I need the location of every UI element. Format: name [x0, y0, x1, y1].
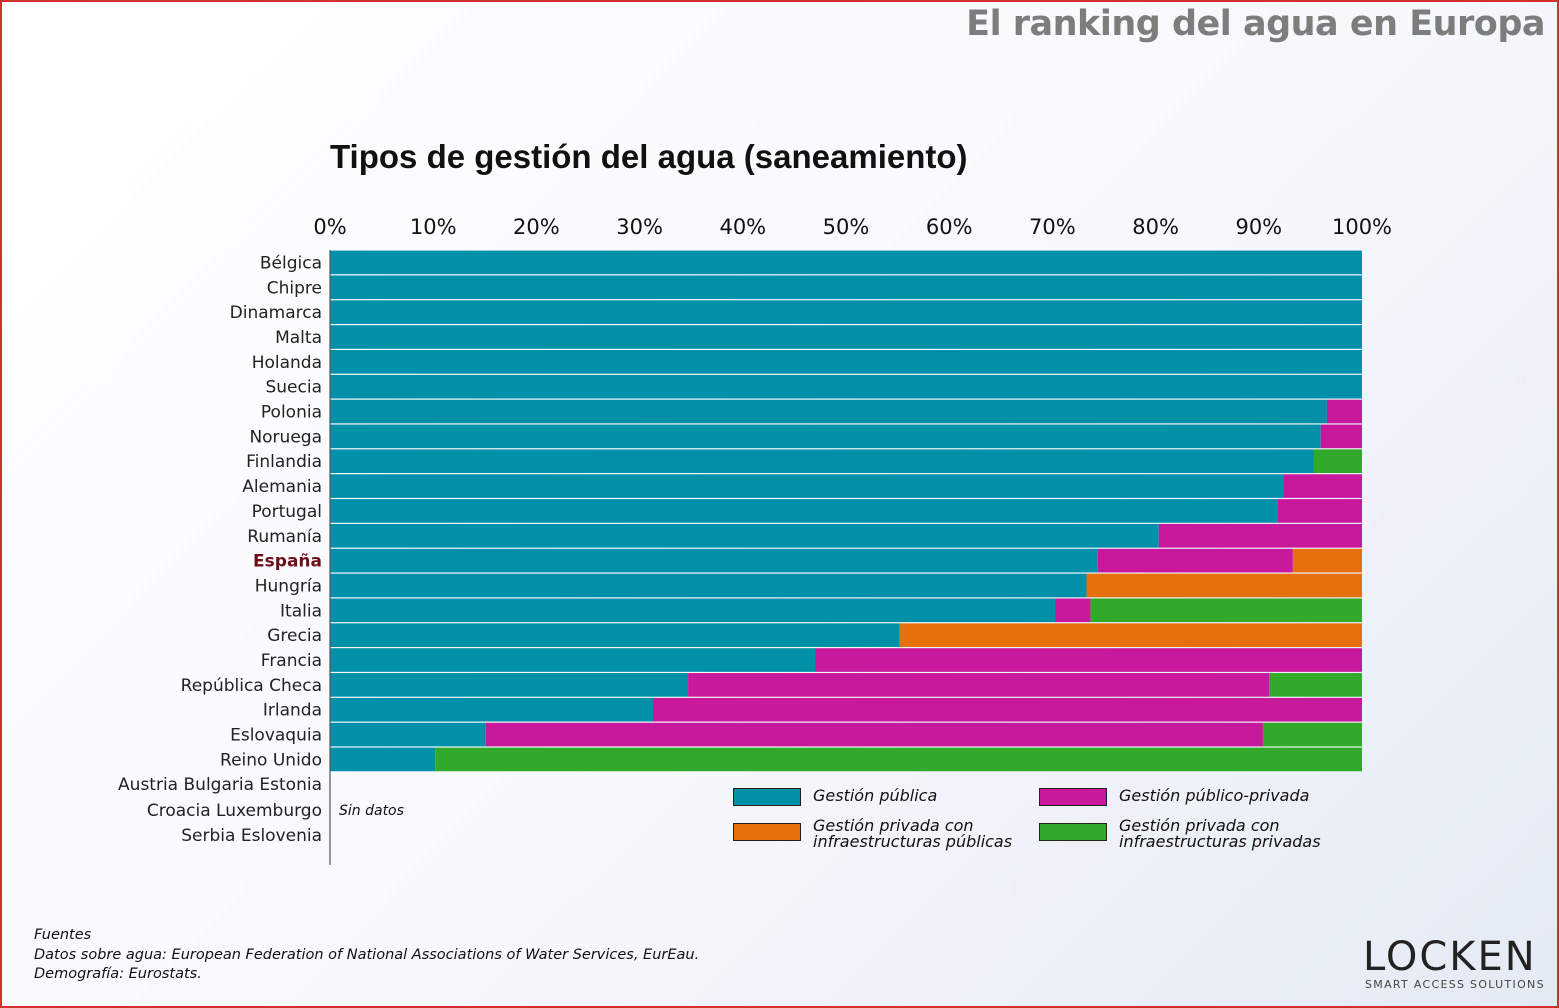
bar-republica-checa-series-0: [330, 673, 689, 697]
category-label-reino-unido: Reino Unido: [220, 750, 322, 770]
no-data-label: Sin datos: [339, 803, 404, 819]
legend-label-privada-infra-privadas: Gestión privada con infraestructuras pri…: [1119, 816, 1321, 851]
bar-chipre-series-0: [330, 275, 1362, 300]
legend-swatch-publico-privada: [1039, 788, 1107, 806]
x-tick-label: 50%: [823, 215, 870, 239]
category-label-eslovaquia: Eslovaquia: [230, 726, 322, 746]
legend-swatch-publica: [733, 788, 801, 806]
bar-finlandia-series-3: [1313, 449, 1362, 474]
x-tick-label: 20%: [513, 215, 560, 239]
bar-noruega-series-1: [1320, 424, 1362, 449]
category-label-hungria: Hungría: [255, 576, 322, 596]
legend-label-publico-privada: Gestión público-privada: [1119, 786, 1310, 805]
bar-holanda-series-0: [330, 350, 1362, 374]
bar-grecia-series-0: [330, 623, 900, 647]
category-label-noruega: Noruega: [249, 427, 322, 447]
bar-italia-series-3: [1090, 598, 1362, 623]
category-label-alemania: Alemania: [242, 477, 322, 497]
legend-label-privada-infra-publicas: Gestión privada con infraestructuras púb…: [813, 816, 1013, 851]
x-tick-label: 90%: [1235, 215, 1282, 239]
no-data-line-3: Serbia Eslovenia: [181, 826, 322, 846]
bar-dinamarca-series-0: [330, 300, 1362, 324]
legend-label-publica: Gestión pública: [813, 786, 938, 805]
bar-espana-series-1: [1097, 548, 1293, 573]
bar-polonia-series-0: [330, 399, 1327, 424]
no-data-line-1: Austria Bulgaria Estonia: [118, 775, 322, 795]
category-label-republica-checa: República Checa: [181, 676, 322, 696]
bar-alemania-series-1: [1283, 474, 1362, 498]
x-tick-label: 60%: [926, 215, 973, 239]
logo-tagline: SMART ACCESS SOLUTIONS: [1365, 978, 1545, 991]
category-label-francia: Francia: [261, 651, 322, 671]
legend-swatch-privada-infra-publicas: [733, 823, 801, 841]
locken-logo: LOCKEN SMART ACCESS SOLUTIONS: [1363, 934, 1544, 995]
category-label-grecia: Grecia: [267, 626, 322, 646]
sources-line-1: Datos sobre agua: European Federation of…: [34, 946, 700, 963]
category-label-dinamarca: Dinamarca: [230, 303, 322, 323]
bar-belgica-series-0: [330, 250, 1362, 275]
category-label-suecia: Suecia: [265, 378, 322, 398]
bar-rumania-series-0: [330, 523, 1159, 548]
bar-irlanda-series-0: [330, 697, 654, 722]
category-label-polonia: Polonia: [261, 403, 322, 423]
bar-eslovaquia-series-0: [330, 722, 486, 747]
sources-heading: Fuentes: [34, 927, 92, 943]
category-label-italia: Italia: [280, 601, 322, 621]
x-tick-label: 70%: [1029, 215, 1076, 239]
x-tick-label: 80%: [1132, 215, 1179, 239]
bar-irlanda-series-1: [653, 697, 1362, 722]
bar-francia-series-1: [815, 648, 1362, 672]
category-label-finlandia: Finlandia: [246, 452, 322, 472]
bar-eslovaquia-series-3: [1262, 722, 1362, 747]
bar-alemania-series-0: [330, 474, 1284, 498]
bar-polonia-series-1: [1326, 399, 1362, 424]
bar-francia-series-0: [330, 648, 816, 672]
x-tick-label: 40%: [719, 215, 766, 239]
bar-hungria-series-0: [330, 573, 1087, 598]
bar-malta-series-0: [330, 325, 1362, 349]
bar-reino-unido-series-0: [330, 747, 436, 772]
bar-italia-series-0: [330, 598, 1056, 623]
x-tick-label: 0%: [313, 215, 346, 239]
x-tick-label: 30%: [616, 215, 663, 239]
no-data-line-2: Croacia Luxemburgo: [146, 801, 322, 821]
category-label-rumania: Rumanía: [247, 527, 322, 547]
bar-portugal-series-1: [1277, 499, 1362, 523]
bar-finlandia-series-0: [330, 449, 1314, 474]
bar-republica-checa-series-1: [688, 673, 1270, 697]
bar-espana-series-0: [330, 548, 1098, 573]
page-title: El ranking del agua en Europa: [966, 4, 1545, 44]
sources: Fuentes Datos sobre agua: European Feder…: [34, 926, 699, 985]
category-label-chipre: Chipre: [267, 278, 322, 298]
category-label-holanda: Holanda: [252, 353, 322, 373]
bar-italia-series-1: [1055, 598, 1091, 623]
legend-swatch-privada-infra-privadas: [1039, 823, 1107, 841]
sources-line-2: Demografía: Eurostats.: [34, 966, 202, 982]
category-label-espana: España: [253, 552, 322, 572]
chart-title: Tipos de gestión del agua (saneamiento): [330, 138, 968, 175]
category-label-irlanda: Irlanda: [263, 701, 322, 721]
category-label-malta: Malta: [275, 328, 322, 348]
logo-wordmark: LOCKEN: [1363, 934, 1537, 980]
x-tick-label: 10%: [410, 215, 457, 239]
bar-rumania-series-1: [1158, 523, 1362, 548]
category-label-belgica: Bélgica: [260, 253, 322, 273]
bar-noruega-series-0: [330, 424, 1321, 449]
category-label-portugal: Portugal: [252, 502, 322, 522]
bar-republica-checa-series-3: [1269, 673, 1362, 697]
bar-espana-series-2: [1292, 548, 1362, 573]
bar-portugal-series-0: [330, 499, 1278, 523]
x-tick-label: 100%: [1332, 215, 1392, 239]
bar-hungria-series-2: [1086, 573, 1362, 598]
bar-suecia-series-0: [330, 374, 1362, 399]
bar-reino-unido-series-3: [435, 747, 1362, 772]
bar-eslovaquia-series-1: [485, 722, 1263, 747]
bar-grecia-series-2: [899, 623, 1362, 647]
